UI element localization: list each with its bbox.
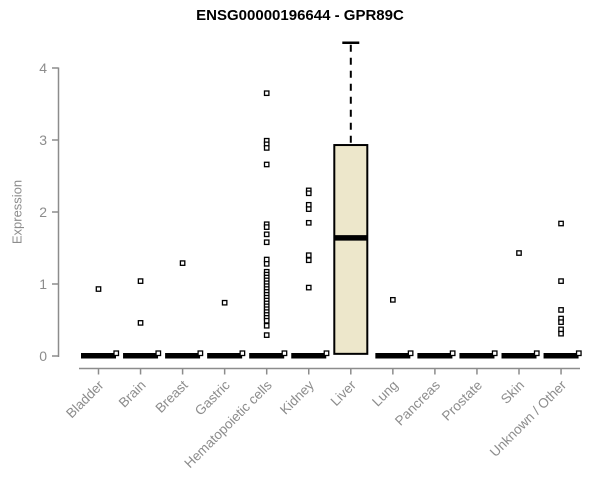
x-category-label-liver: Liver: [328, 377, 360, 409]
outlier-point: [558, 319, 564, 326]
x-category-label-skin: Skin: [498, 378, 527, 407]
outlier-point: [263, 322, 270, 329]
near-zero-point-brain: [155, 350, 162, 357]
outlier-point: [389, 296, 396, 303]
outlier-point: [558, 220, 564, 227]
y-tick-label: 4: [39, 60, 47, 76]
near-zero-point-unknown-other: [575, 350, 582, 357]
y-tick-label: 1: [39, 276, 47, 292]
outlier-point: [179, 260, 186, 266]
x-category-label-lung: Lung: [369, 378, 401, 410]
x-category-label-breast: Breast: [153, 377, 191, 415]
collapsed-box-pancreas: [417, 353, 453, 359]
outlier-point: [305, 190, 312, 197]
collapsed-box-kidney: [291, 353, 327, 359]
collapsed-box-prostate: [459, 353, 495, 359]
collapsed-box-breast: [165, 353, 201, 359]
near-zero-point-kidney: [323, 350, 330, 357]
collapsed-box-gastric: [207, 353, 243, 359]
x-category-label-bladder: Bladder: [63, 377, 107, 421]
near-zero-point-lung: [407, 350, 414, 357]
x-category-label-kidney: Kidney: [277, 377, 317, 417]
near-zero-point-prostate: [491, 350, 498, 357]
near-zero-point-bladder: [113, 350, 120, 357]
x-category-label-pancreas: Pancreas: [392, 377, 443, 428]
outlier-point: [305, 219, 312, 226]
y-tick-label: 2: [39, 204, 47, 220]
x-category-label-unknown-other: Unknown / Other: [487, 377, 570, 460]
outlier-point: [263, 224, 270, 230]
collapsed-box-unknown-other: [543, 353, 579, 359]
collapsed-box-hematopoietic-cells: [249, 353, 285, 359]
collapsed-box-brain: [123, 353, 159, 359]
outlier-point: [221, 299, 228, 306]
collapsed-box-skin: [501, 353, 537, 359]
outlier-point: [558, 278, 564, 284]
outlier-point: [263, 317, 270, 324]
outlier-point: [305, 252, 312, 259]
near-zero-point-hematopoietic-cells: [281, 350, 288, 357]
near-zero-point-gastric: [239, 350, 246, 357]
outlier-point: [305, 206, 312, 212]
y-tick-label: 0: [39, 348, 47, 364]
outlier-point: [263, 90, 270, 97]
outlier-point: [305, 257, 312, 264]
near-zero-point-skin: [533, 350, 540, 357]
chart-title: ENSG00000196644 - GPR89C: [196, 7, 404, 24]
outlier-point: [305, 284, 312, 291]
outlier-point: [558, 330, 564, 337]
outlier-point: [263, 161, 270, 168]
y-tick-label: 3: [39, 132, 47, 148]
near-zero-point-pancreas: [449, 350, 456, 357]
collapsed-box-bladder: [81, 353, 116, 359]
collapsed-box-lung: [375, 353, 411, 359]
outlier-point: [263, 231, 270, 238]
outlier-point: [263, 332, 270, 338]
outlier-point: [516, 250, 522, 256]
outlier-point: [95, 286, 102, 292]
outlier-point: [263, 145, 270, 151]
outlier-point: [137, 320, 144, 326]
x-category-label-prostate: Prostate: [439, 378, 485, 424]
outlier-point: [558, 307, 564, 313]
box-liver: [333, 144, 369, 355]
outlier-point: [137, 278, 144, 284]
outlier-point: [263, 260, 270, 267]
outlier-point: [263, 239, 270, 246]
x-category-label-gastric: Gastric: [192, 377, 233, 418]
x-category-label-brain: Brain: [116, 378, 149, 411]
near-zero-point-breast: [197, 350, 204, 357]
